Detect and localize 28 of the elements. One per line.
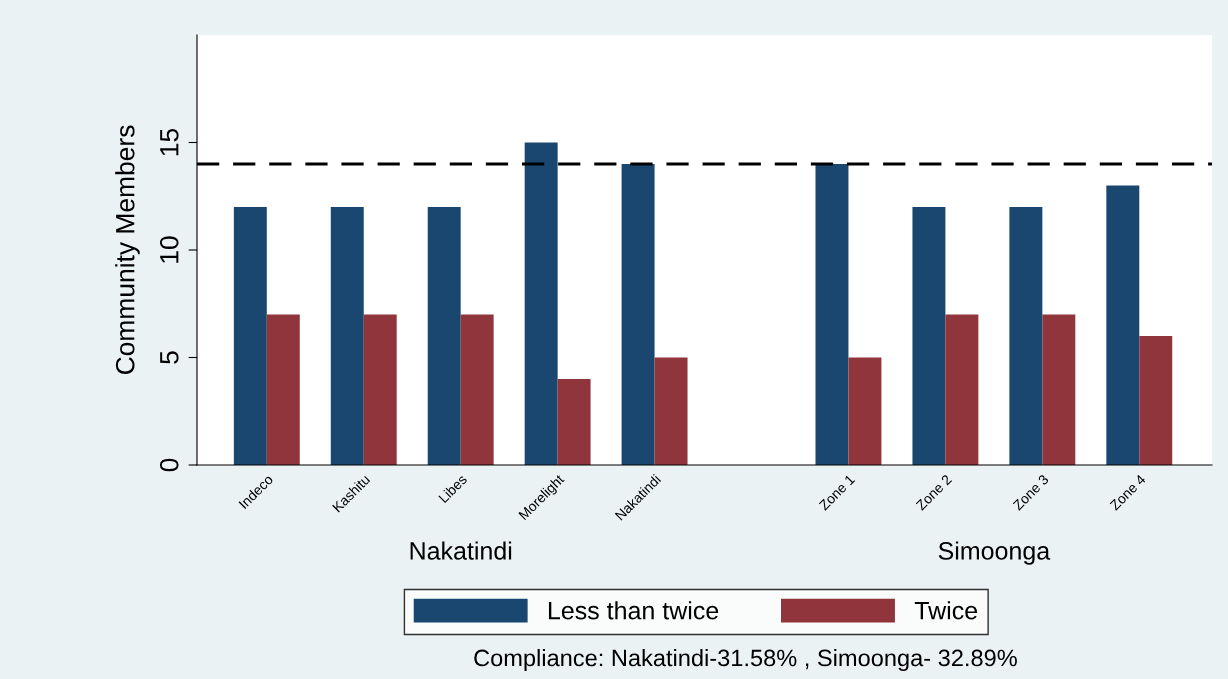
- bar: [1106, 185, 1140, 465]
- bar: [912, 207, 946, 465]
- bar: [654, 357, 688, 465]
- text: Compliance: Nakatindi-31.58% , Simoonga- 32.89%: [474, 648, 1017, 672]
- y-tick-label: 10: [159, 236, 179, 263]
- bar: [460, 314, 494, 465]
- legend-label: Twice: [914, 601, 978, 620]
- bar: [557, 379, 591, 465]
- bar: [945, 314, 979, 465]
- bar: [1042, 314, 1076, 465]
- text: Simoonga: [938, 541, 1051, 565]
- bar: [363, 314, 397, 465]
- y-axis-title: Community Members: [115, 125, 140, 375]
- text: Nakatindi: [410, 541, 512, 560]
- bar: [1009, 207, 1043, 465]
- y-tick-label: 0: [159, 458, 179, 472]
- bar: [848, 357, 882, 465]
- bar: [621, 164, 655, 465]
- bar: [1139, 336, 1173, 465]
- bar: [233, 207, 267, 465]
- y-tick-label: 15: [160, 128, 179, 156]
- bar: [330, 207, 364, 465]
- bar: [266, 314, 300, 465]
- legend-label: Less than twice: [548, 601, 719, 620]
- bar: [427, 207, 461, 465]
- y-tick-label: 5: [160, 351, 179, 364]
- bar: [524, 142, 558, 465]
- bar: [815, 164, 849, 465]
